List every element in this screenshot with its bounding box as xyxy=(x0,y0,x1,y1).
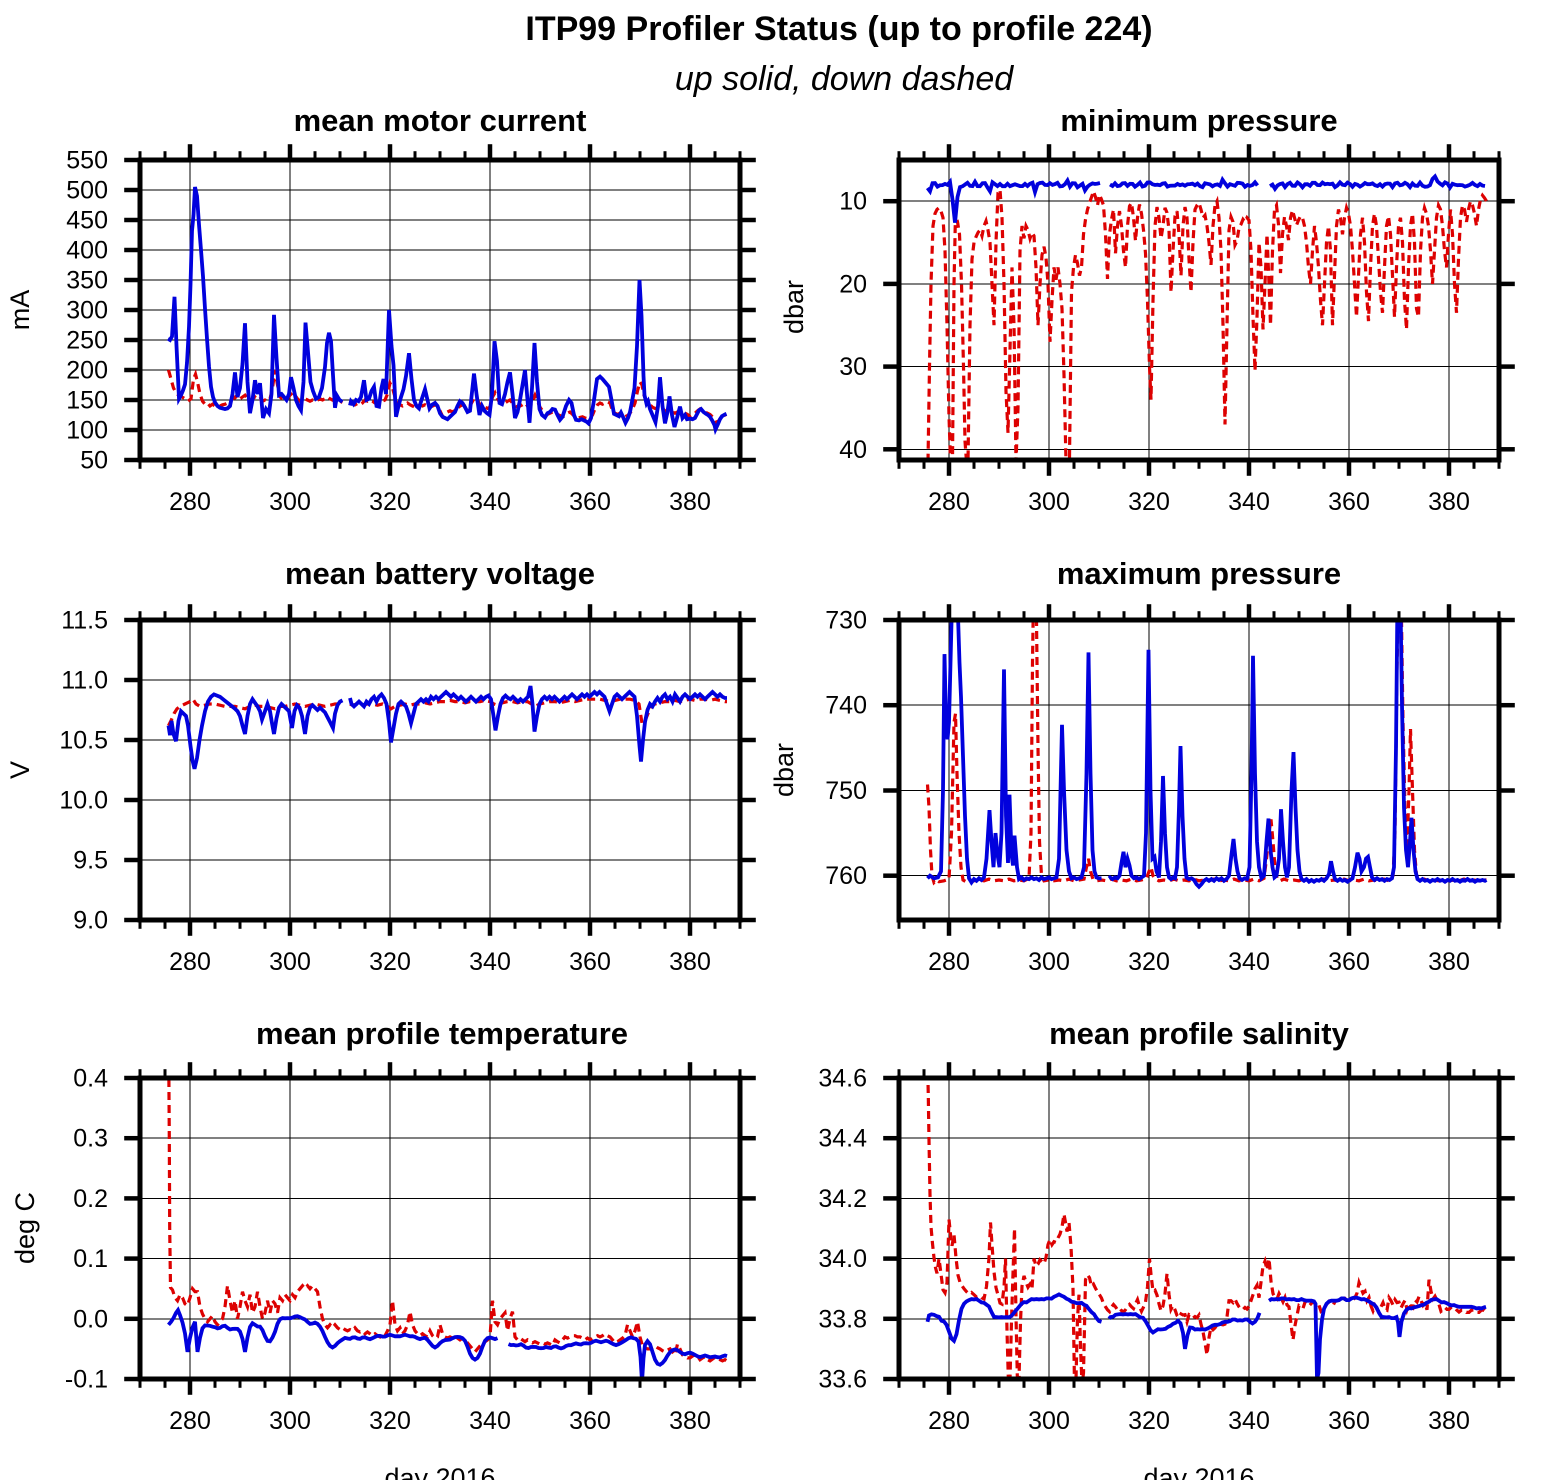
svg-text:0.4: 0.4 xyxy=(73,1065,108,1093)
svg-text:280: 280 xyxy=(169,1407,211,1435)
svg-text:11.0: 11.0 xyxy=(61,667,108,695)
svg-text:V: V xyxy=(5,761,35,779)
svg-text:740: 740 xyxy=(825,692,867,720)
svg-text:300: 300 xyxy=(1028,488,1070,516)
svg-text:350: 350 xyxy=(66,267,108,295)
svg-text:40: 40 xyxy=(839,436,867,464)
svg-text:320: 320 xyxy=(1128,948,1170,976)
svg-text:380: 380 xyxy=(669,1407,711,1435)
svg-text:750: 750 xyxy=(825,777,867,805)
svg-text:10: 10 xyxy=(839,188,867,216)
svg-text:320: 320 xyxy=(369,1407,411,1435)
svg-text:0.3: 0.3 xyxy=(73,1125,108,1153)
svg-text:340: 340 xyxy=(1228,488,1270,516)
svg-text:730: 730 xyxy=(825,607,867,635)
svg-text:0.2: 0.2 xyxy=(73,1185,108,1213)
svg-text:280: 280 xyxy=(169,948,211,976)
svg-text:340: 340 xyxy=(469,948,511,976)
svg-text:day 2016: day 2016 xyxy=(384,1463,495,1480)
svg-text:340: 340 xyxy=(1228,1407,1270,1435)
svg-text:day 2016: day 2016 xyxy=(1143,1463,1254,1480)
svg-text:280: 280 xyxy=(169,488,211,516)
svg-text:20: 20 xyxy=(839,270,867,298)
svg-text:deg C: deg C xyxy=(10,1192,40,1264)
svg-text:200: 200 xyxy=(66,357,108,385)
svg-text:380: 380 xyxy=(1428,948,1470,976)
svg-text:33.6: 33.6 xyxy=(818,1366,867,1394)
svg-text:320: 320 xyxy=(1128,488,1170,516)
svg-text:dbar: dbar xyxy=(769,743,799,797)
svg-text:100: 100 xyxy=(66,417,108,445)
svg-text:300: 300 xyxy=(1028,948,1070,976)
svg-text:280: 280 xyxy=(928,948,970,976)
svg-text:360: 360 xyxy=(1328,1407,1370,1435)
svg-text:34.0: 34.0 xyxy=(818,1245,867,1273)
svg-text:0.0: 0.0 xyxy=(73,1305,108,1333)
svg-text:500: 500 xyxy=(66,177,108,205)
svg-text:340: 340 xyxy=(469,488,511,516)
svg-text:250: 250 xyxy=(66,327,108,355)
svg-text:ITP99 Profiler Status (up to p: ITP99 Profiler Status (up to profile 224… xyxy=(525,10,1152,48)
svg-text:320: 320 xyxy=(1128,1407,1170,1435)
svg-text:360: 360 xyxy=(569,948,611,976)
svg-text:mean motor current: mean motor current xyxy=(294,103,587,138)
svg-text:50: 50 xyxy=(80,447,108,475)
svg-text:9.5: 9.5 xyxy=(73,847,108,875)
svg-text:dbar: dbar xyxy=(779,280,809,334)
svg-text:340: 340 xyxy=(1228,948,1270,976)
svg-text:380: 380 xyxy=(669,488,711,516)
svg-text:380: 380 xyxy=(1428,1407,1470,1435)
svg-text:320: 320 xyxy=(369,948,411,976)
svg-text:360: 360 xyxy=(1328,488,1370,516)
svg-text:-0.1: -0.1 xyxy=(65,1366,108,1394)
svg-text:320: 320 xyxy=(369,488,411,516)
svg-text:mean profile salinity: mean profile salinity xyxy=(1049,1016,1350,1051)
svg-text:34.6: 34.6 xyxy=(818,1065,867,1093)
svg-text:360: 360 xyxy=(1328,948,1370,976)
svg-text:280: 280 xyxy=(928,488,970,516)
svg-text:550: 550 xyxy=(66,147,108,175)
svg-text:450: 450 xyxy=(66,207,108,235)
svg-text:300: 300 xyxy=(269,948,311,976)
svg-text:9.0: 9.0 xyxy=(73,907,108,935)
svg-text:300: 300 xyxy=(269,1407,311,1435)
svg-text:280: 280 xyxy=(928,1407,970,1435)
svg-text:340: 340 xyxy=(469,1407,511,1435)
svg-text:11.5: 11.5 xyxy=(61,607,108,635)
svg-text:0.1: 0.1 xyxy=(73,1245,108,1273)
svg-text:10.5: 10.5 xyxy=(59,727,108,755)
svg-text:mA: mA xyxy=(5,290,35,331)
svg-text:300: 300 xyxy=(1028,1407,1070,1435)
svg-text:34.2: 34.2 xyxy=(818,1185,867,1213)
svg-text:mean battery voltage: mean battery voltage xyxy=(285,556,595,591)
svg-text:10.0: 10.0 xyxy=(59,787,108,815)
svg-text:400: 400 xyxy=(66,237,108,265)
svg-text:380: 380 xyxy=(1428,488,1470,516)
svg-text:33.8: 33.8 xyxy=(818,1305,867,1333)
svg-text:34.4: 34.4 xyxy=(818,1125,867,1153)
svg-text:380: 380 xyxy=(669,948,711,976)
svg-text:360: 360 xyxy=(569,1407,611,1435)
svg-text:maximum pressure: maximum pressure xyxy=(1057,556,1341,591)
svg-text:150: 150 xyxy=(66,387,108,415)
svg-text:mean profile temperature: mean profile temperature xyxy=(256,1016,628,1051)
svg-text:760: 760 xyxy=(825,862,867,890)
svg-text:up solid, down dashed: up solid, down dashed xyxy=(675,60,1014,98)
svg-text:300: 300 xyxy=(66,297,108,325)
svg-text:30: 30 xyxy=(839,353,867,381)
svg-text:minimum pressure: minimum pressure xyxy=(1060,103,1337,138)
svg-text:300: 300 xyxy=(269,488,311,516)
svg-text:360: 360 xyxy=(569,488,611,516)
